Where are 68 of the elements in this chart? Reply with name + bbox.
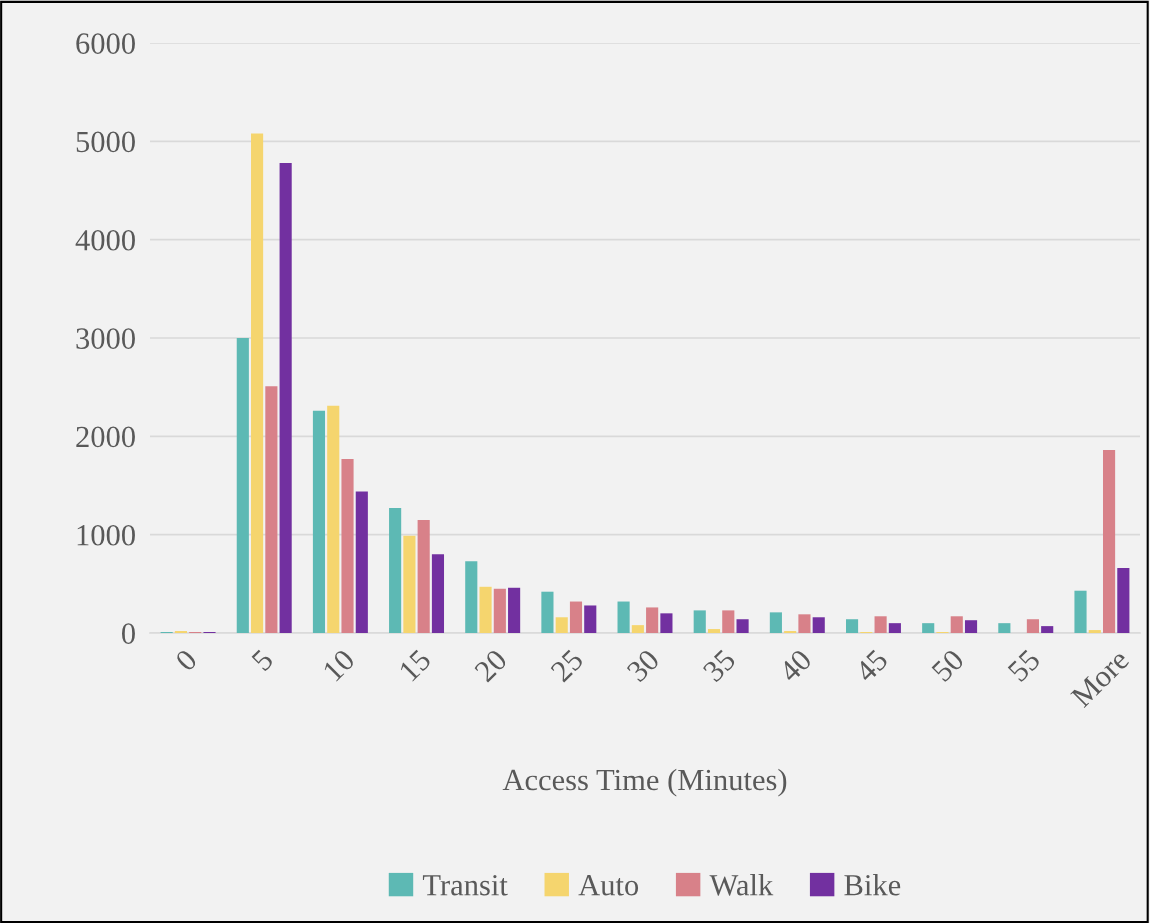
y-tick-label: 5000 <box>76 131 135 153</box>
bar <box>508 587 521 633</box>
bar <box>1102 450 1116 633</box>
bar <box>769 612 782 633</box>
x-tick-label: 5 <box>251 648 275 672</box>
y-tick-label: 3000 <box>76 328 135 349</box>
bar <box>693 610 706 633</box>
bar <box>265 386 278 633</box>
bar <box>431 554 445 633</box>
legend-label: Transit <box>422 874 508 896</box>
bar <box>479 586 492 633</box>
bar <box>312 410 326 633</box>
bar <box>355 491 368 633</box>
x-tick-label: 20 <box>473 648 509 683</box>
bar <box>1088 630 1101 633</box>
bar <box>631 625 644 633</box>
x-tick-label: 50 <box>930 648 965 683</box>
bar <box>798 614 811 633</box>
bar <box>389 508 402 633</box>
bar <box>660 613 673 633</box>
bar <box>341 458 354 633</box>
y-tick-label: 2000 <box>76 426 135 448</box>
bar <box>845 619 859 633</box>
legend-label: Walk <box>709 874 774 896</box>
bar <box>646 607 659 633</box>
x-tick-label: 45 <box>854 648 889 684</box>
bar <box>1117 568 1130 633</box>
x-tick-label: 10 <box>322 648 356 682</box>
bar <box>493 588 506 633</box>
x-tick-label: 55 <box>1007 648 1042 683</box>
bar <box>922 623 935 633</box>
x-tick-label: 0 <box>174 648 199 673</box>
bar <box>327 405 340 633</box>
bar <box>722 610 735 633</box>
bar <box>541 591 554 633</box>
bar <box>736 619 749 633</box>
x-tick-label: 40 <box>777 648 813 684</box>
bar <box>888 623 901 633</box>
bar <box>998 623 1011 633</box>
bar <box>874 616 887 633</box>
bar <box>1074 590 1087 633</box>
y-tick-label: 4000 <box>75 229 135 251</box>
y-tick-label: 0 <box>122 623 135 644</box>
x-tick-label: 15 <box>398 648 432 682</box>
bar <box>950 616 963 633</box>
bar <box>403 535 416 633</box>
bar <box>236 338 249 633</box>
bar <box>251 133 264 633</box>
legend-label: Bike <box>844 874 901 896</box>
bar <box>569 601 583 633</box>
bar <box>964 620 978 633</box>
bar <box>555 617 568 633</box>
legend-label: Auto <box>578 875 639 896</box>
y-tick-label: 6000 <box>76 33 135 54</box>
y-tick-label: 1000 <box>77 524 135 546</box>
bar <box>1041 626 1054 633</box>
bar <box>465 561 478 633</box>
x-axis-title: Access Time (Minutes) <box>502 768 787 797</box>
bar <box>279 162 292 633</box>
bar <box>1026 619 1039 633</box>
bar <box>812 617 825 633</box>
x-tick-label: 25 <box>549 648 585 683</box>
bar <box>617 601 630 633</box>
bar <box>707 629 721 633</box>
x-tick-label: 35 <box>702 648 737 683</box>
bar <box>417 519 430 633</box>
bar <box>584 605 597 633</box>
x-tick-label: 30 <box>626 648 661 683</box>
